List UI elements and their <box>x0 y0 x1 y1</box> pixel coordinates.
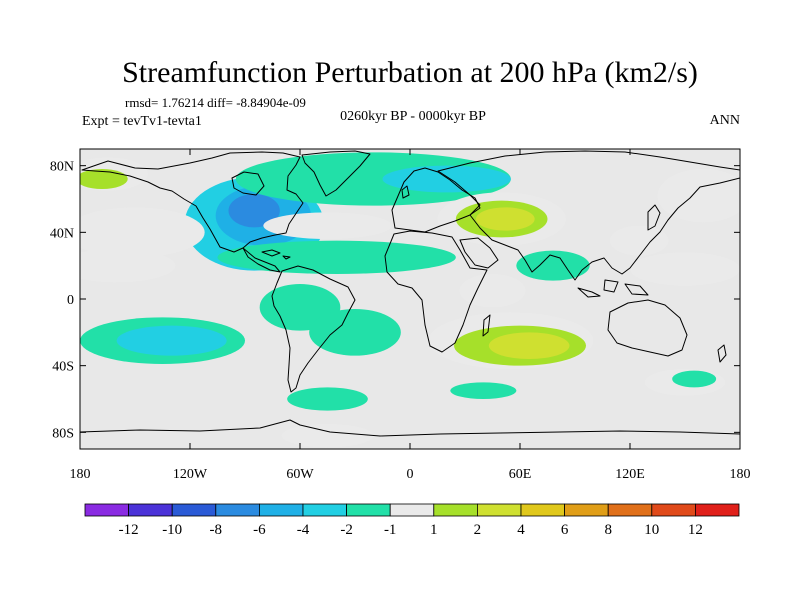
colorbar-swatch <box>607 503 653 517</box>
colorbar-swatch <box>389 503 435 517</box>
anomaly-region <box>657 169 740 223</box>
colorbar-label: 4 <box>517 522 525 538</box>
colorbar-label: 2 <box>474 522 482 538</box>
colorbar-swatch <box>433 503 478 517</box>
colorbar-swatch <box>302 503 347 517</box>
chart-title: Streamfunction Perturbation at 200 hPa (… <box>122 56 698 89</box>
y-tick-label: 80N <box>50 160 74 175</box>
colorbar-label: -4 <box>297 522 310 538</box>
colorbar-swatch <box>346 503 391 517</box>
central-america-outline <box>242 247 281 273</box>
colorbar-swatch <box>84 503 129 517</box>
colorbar-label: -8 <box>210 522 223 538</box>
colorbar-label: 10 <box>644 522 659 538</box>
anomaly-region <box>459 274 526 308</box>
japan-outline <box>647 204 661 231</box>
south-america-outline <box>271 265 356 393</box>
anomaly-region <box>382 165 511 193</box>
asia-outline <box>437 150 740 281</box>
anomaly-field <box>80 152 740 448</box>
greenland-outline <box>301 150 371 197</box>
y-tick-label: 40S <box>52 360 74 375</box>
colorbar-swatch <box>564 503 609 517</box>
anomaly-region <box>609 225 669 256</box>
continent-outlines <box>80 150 740 437</box>
colorbar-swatch <box>171 503 217 517</box>
anomaly-region <box>450 382 517 399</box>
x-tick-label: 0 <box>407 467 414 482</box>
anomaly-region <box>309 309 401 356</box>
colorbar-label: -1 <box>384 522 397 538</box>
colorbar-swatch <box>476 503 522 517</box>
colorbar-label: -2 <box>340 522 353 538</box>
anomaly-region <box>476 207 535 231</box>
colorbar-swatch <box>258 503 304 517</box>
southeast-asia-islands-outline <box>577 279 649 298</box>
anomaly-region <box>287 387 368 411</box>
anomaly-region <box>516 250 590 281</box>
colorbar: -12 -10 -8 -6 -4 -2 -1 1 2 4 6 8 10 12 <box>84 503 740 538</box>
period-label: 0260kyr BP - 0000kyr BP <box>340 109 486 124</box>
colorbar-swatch <box>651 503 696 517</box>
anomaly-region <box>281 424 374 448</box>
madagascar-outline <box>482 314 491 337</box>
season-label: ANN <box>710 113 740 128</box>
x-axis: 180 120W 60W 0 60E 120E 180 <box>70 149 751 482</box>
british-isles-outline <box>401 185 410 199</box>
y-tick-label: 40N <box>50 226 74 241</box>
colorbar-label: -12 <box>119 522 139 538</box>
arabia-outline <box>459 237 499 269</box>
x-tick-label: 60W <box>286 467 314 482</box>
experiment-label: Expt = tevTv1-tevta1 <box>82 114 202 129</box>
hudson-bay-outline <box>231 171 265 196</box>
north-america-outline <box>81 151 304 253</box>
colorbar-label: 12 <box>688 522 703 538</box>
anomaly-region <box>80 207 205 258</box>
anomaly-region <box>488 332 570 359</box>
anomaly-region <box>228 194 280 228</box>
new-zealand-outline <box>717 344 727 363</box>
stats-label: rmsd= 1.76214 diff= -8.84904e-09 <box>125 95 306 110</box>
colorbar-label: 1 <box>430 522 438 538</box>
x-tick-label: 60E <box>509 467 532 482</box>
y-tick-label: 0 <box>67 293 74 308</box>
anomaly-region <box>80 169 128 189</box>
anomaly-region <box>235 152 511 206</box>
colorbar-swatch <box>215 503 260 517</box>
x-tick-label: 120E <box>615 467 645 482</box>
x-tick-label: 180 <box>70 467 91 482</box>
australia-outline <box>607 299 688 357</box>
anomaly-region <box>672 370 717 388</box>
y-axis: 80N 40N 0 40S 80S <box>50 160 740 441</box>
colorbar-swatch <box>128 503 173 517</box>
africa-outline <box>384 230 488 353</box>
colorbar-label: 6 <box>561 522 569 538</box>
antarctica-outline <box>80 419 740 437</box>
anomaly-region <box>263 212 392 240</box>
caribbean-islands-outline <box>261 249 291 260</box>
x-tick-label: 120W <box>173 467 208 482</box>
colorbar-label: -6 <box>253 522 266 538</box>
anomaly-region <box>630 252 740 286</box>
anomaly-region <box>80 249 176 283</box>
x-tick-label: 180 <box>730 467 751 482</box>
anomaly-region <box>116 325 227 356</box>
colorbar-label: 8 <box>604 522 612 538</box>
europe-outline <box>391 167 481 233</box>
colorbar-swatch <box>520 503 565 517</box>
colorbar-swatch <box>695 503 740 517</box>
map-panel: 180 120W 60W 0 60E 120E 180 80N 40N 0 40S 80S <box>50 148 751 482</box>
colorbar-label: -10 <box>162 522 182 538</box>
anomaly-region <box>217 240 456 274</box>
y-tick-label: 80S <box>52 426 74 441</box>
